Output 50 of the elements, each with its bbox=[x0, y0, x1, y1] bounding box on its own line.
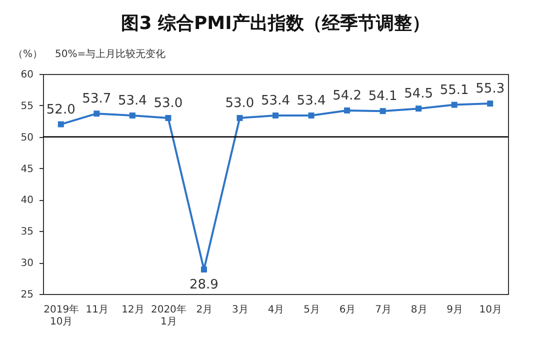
text: 53.7 bbox=[82, 92, 112, 107]
text: 52.0 bbox=[46, 102, 76, 118]
text: 55.3 bbox=[476, 82, 505, 97]
y-tick-label: 50 bbox=[20, 132, 34, 144]
text: 50%=与上月比较无变化 bbox=[55, 48, 166, 60]
x-tick-label: 6月 bbox=[339, 304, 356, 316]
y-tick-label: 35 bbox=[20, 226, 34, 238]
text: 53.0 bbox=[225, 96, 254, 111]
point bbox=[129, 112, 136, 118]
x-tick-label: 9月 bbox=[446, 304, 464, 316]
y-tick-label: 30 bbox=[20, 258, 34, 270]
text: 55.1 bbox=[440, 82, 469, 98]
point bbox=[200, 266, 207, 272]
point bbox=[272, 112, 278, 118]
text: 54.1 bbox=[368, 89, 398, 104]
point bbox=[451, 102, 458, 108]
text: 54.5 bbox=[404, 86, 434, 102]
y-tick-label: 40 bbox=[20, 195, 34, 206]
point bbox=[344, 107, 350, 114]
point bbox=[308, 112, 314, 118]
y-axis-title: （%） bbox=[13, 49, 43, 60]
x-tick-label: 8月 bbox=[410, 304, 428, 316]
text: 53.4 bbox=[118, 93, 147, 108]
x-tick-label: 2月 bbox=[196, 304, 213, 316]
x-tick-label: 3月 bbox=[232, 304, 248, 316]
point bbox=[236, 115, 243, 121]
y-tick-label: 45 bbox=[20, 164, 34, 175]
x-tick-label: 7月 bbox=[375, 304, 392, 316]
y-tick-label: 60 bbox=[20, 70, 34, 80]
x-tick-label: 4月 bbox=[268, 304, 284, 316]
text: 53.4 bbox=[261, 93, 290, 108]
point bbox=[487, 100, 494, 107]
text: 28.9 bbox=[189, 277, 218, 292]
x-tick-label: 2020年 1月 bbox=[150, 304, 186, 328]
x-tick-label: 11月 bbox=[86, 304, 109, 316]
point bbox=[416, 106, 422, 112]
x-tick-label: 5月 bbox=[304, 304, 320, 316]
point bbox=[58, 121, 64, 128]
x-tick-label: 12月 bbox=[122, 304, 144, 316]
x-tick-label: 2019年 10月 bbox=[44, 304, 80, 328]
chart-title: 图3 综合PMI产出指数（经季节调整） bbox=[121, 13, 430, 34]
y-tick-label: 55 bbox=[20, 100, 34, 112]
text: 53.4 bbox=[296, 93, 326, 108]
text: 54.2 bbox=[332, 88, 362, 104]
point bbox=[94, 110, 100, 117]
point bbox=[380, 108, 386, 114]
point bbox=[165, 115, 172, 121]
y-tick-label: 25 bbox=[20, 290, 34, 300]
x-tick-label: 10月 bbox=[479, 304, 502, 316]
text: 53.0 bbox=[154, 96, 183, 111]
